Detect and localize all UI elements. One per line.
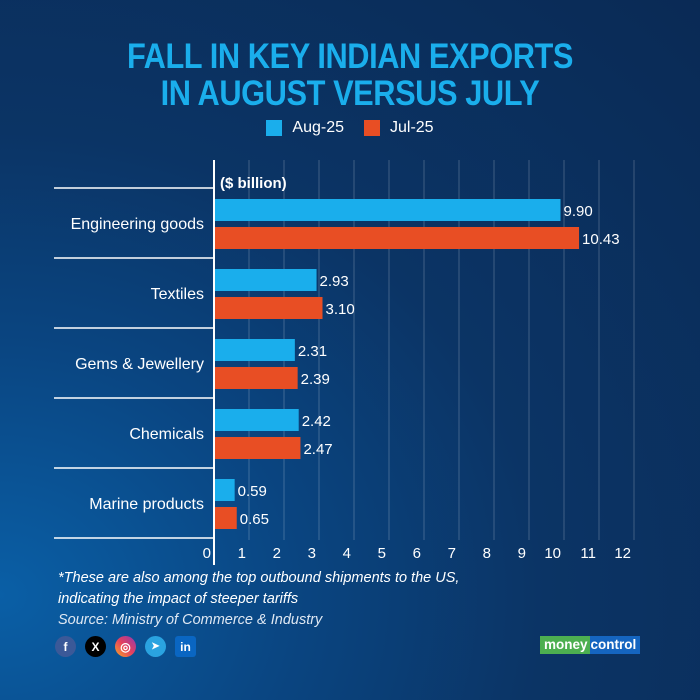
legend-swatch-jul — [364, 120, 380, 136]
data-label: 9.90 — [564, 203, 593, 220]
data-label: 0.65 — [240, 511, 269, 528]
moneycontrol-logo: money control — [540, 636, 641, 654]
legend-item-jul: Jul-25 — [364, 119, 434, 137]
bar-aug — [215, 199, 561, 221]
x-tick-label: 1 — [238, 545, 246, 562]
social-links: f X ◎ ➤ in — [55, 636, 196, 657]
title-line-2: IN AUGUST VERSUS JULY — [160, 74, 540, 113]
data-label: 3.10 — [326, 301, 355, 318]
legend: Aug-25 Jul-25 — [0, 119, 700, 137]
bar-jul — [215, 297, 323, 319]
x-icon[interactable]: X — [85, 636, 106, 657]
data-label: 2.93 — [320, 273, 349, 290]
bar-aug — [215, 339, 295, 361]
data-label: 2.42 — [302, 413, 331, 430]
logo-part-control: control — [589, 636, 641, 654]
x-tick-label: 2 — [273, 545, 281, 562]
x-tick-label: 0 — [203, 545, 211, 562]
x-tick-label: 6 — [413, 545, 421, 562]
chart-title: FALL IN KEY INDIAN EXPORTS IN AUGUST VER… — [42, 38, 658, 112]
x-tick-label: 12 — [614, 545, 631, 562]
bar-jul — [215, 227, 580, 249]
linkedin-icon[interactable]: in — [175, 636, 196, 657]
unit-label: ($ billion) — [220, 175, 287, 192]
footnote: *These are also among the top outbound s… — [58, 568, 459, 631]
bar-jul — [215, 437, 301, 459]
bar-aug — [215, 269, 317, 291]
legend-item-aug: Aug-25 — [266, 119, 344, 137]
x-tick-label: 5 — [378, 545, 386, 562]
category-label: Textiles — [151, 286, 204, 303]
category-label: Chemicals — [129, 426, 204, 443]
x-tick-label: 11 — [580, 545, 596, 562]
data-label: 10.43 — [582, 231, 620, 248]
data-label: 0.59 — [238, 483, 267, 500]
x-tick-label: 8 — [483, 545, 491, 562]
category-label: Gems & Jewellery — [75, 356, 204, 373]
category-label: Marine products — [89, 496, 204, 513]
footnote-line-2: indicating the impact of steeper tariffs — [58, 591, 299, 607]
bar-jul — [215, 367, 298, 389]
telegram-icon[interactable]: ➤ — [145, 636, 166, 657]
data-label: 2.47 — [303, 441, 332, 458]
x-tick-label: 9 — [518, 545, 526, 562]
category-label: Engineering goods — [71, 216, 204, 233]
instagram-icon[interactable]: ◎ — [115, 636, 136, 657]
bar-jul — [215, 507, 237, 529]
logo-part-money: money — [540, 636, 590, 654]
x-tick-label: 4 — [343, 545, 351, 562]
x-tick-label: 7 — [448, 545, 456, 562]
x-tick-label: 10 — [544, 545, 561, 562]
bar-aug — [215, 409, 299, 431]
bar-aug — [215, 479, 235, 501]
legend-label-aug: Aug-25 — [292, 119, 344, 136]
legend-label-jul: Jul-25 — [390, 119, 434, 136]
data-label: 2.39 — [301, 371, 330, 388]
legend-swatch-aug — [266, 120, 283, 136]
x-tick-label: 3 — [308, 545, 316, 562]
facebook-icon[interactable]: f — [55, 636, 76, 657]
data-label: 2.31 — [298, 343, 327, 360]
title-line-1: FALL IN KEY INDIAN EXPORTS — [126, 37, 574, 76]
footnote-line-1: *These are also among the top outbound s… — [58, 570, 460, 586]
source-text: Source: Ministry of Commerce & Industry — [58, 612, 323, 628]
